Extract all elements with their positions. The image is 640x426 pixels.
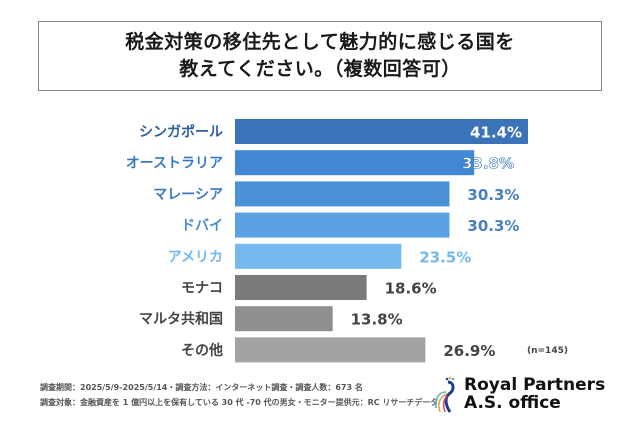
category-label-7: その他: [181, 342, 223, 359]
bar-1: [235, 150, 475, 176]
value-label-6: 13.8%: [351, 311, 403, 329]
chart-title-line-1: 税金対策の移住先として魅力的に感じる国を: [125, 31, 515, 53]
category-label-3: ドバイ: [181, 218, 223, 234]
value-label-0: 41.4%: [470, 124, 522, 142]
footer-survey-period: 調査期間：2025/5/9-2025/5/14・調査方法：インターネット調査・調…: [40, 383, 363, 392]
bar-4: [235, 243, 402, 269]
chart-title-line-2: 教えてください。（複数回答可）: [179, 58, 461, 80]
category-label-5: モナコ: [181, 281, 223, 297]
value-label-2: 30.3%: [467, 186, 519, 204]
bar-7: [235, 337, 426, 363]
sample-size-note: (n=145): [527, 346, 568, 356]
footer-survey-target: 調査対象：金融資産を 1 億円以上を保有している 30 代 -70 代の男女・モ…: [40, 398, 439, 407]
category-label-0: シンガポール: [139, 124, 223, 141]
value-label-5: 18.6%: [385, 280, 437, 298]
peacock-icon: [435, 376, 455, 413]
bar-0: [235, 119, 528, 144]
value-label-1: 33.8%: [462, 155, 514, 173]
category-label-6: マルタ共和国: [139, 311, 223, 328]
category-label-1: オーストラリア: [126, 156, 223, 172]
bar-3: [235, 212, 450, 238]
bar-2: [235, 181, 450, 207]
category-label-4: アメリカ: [168, 249, 223, 265]
logo-line-2: A.S. office: [464, 393, 561, 413]
logo-line-1: Royal Partners: [464, 375, 606, 395]
bar-5: [235, 275, 367, 300]
value-label-7: 26.9%: [443, 342, 495, 360]
chart-title-box: 税金対策の移住先として魅力的に感じる国を 教えてください。（複数回答可）: [38, 21, 602, 91]
value-label-3: 30.3%: [467, 217, 519, 235]
value-label-4: 23.5%: [419, 248, 471, 266]
category-label-2: マレーシア: [153, 187, 223, 203]
company-logo: Royal Partners A.S. office: [434, 374, 605, 414]
bar-6: [235, 306, 333, 332]
